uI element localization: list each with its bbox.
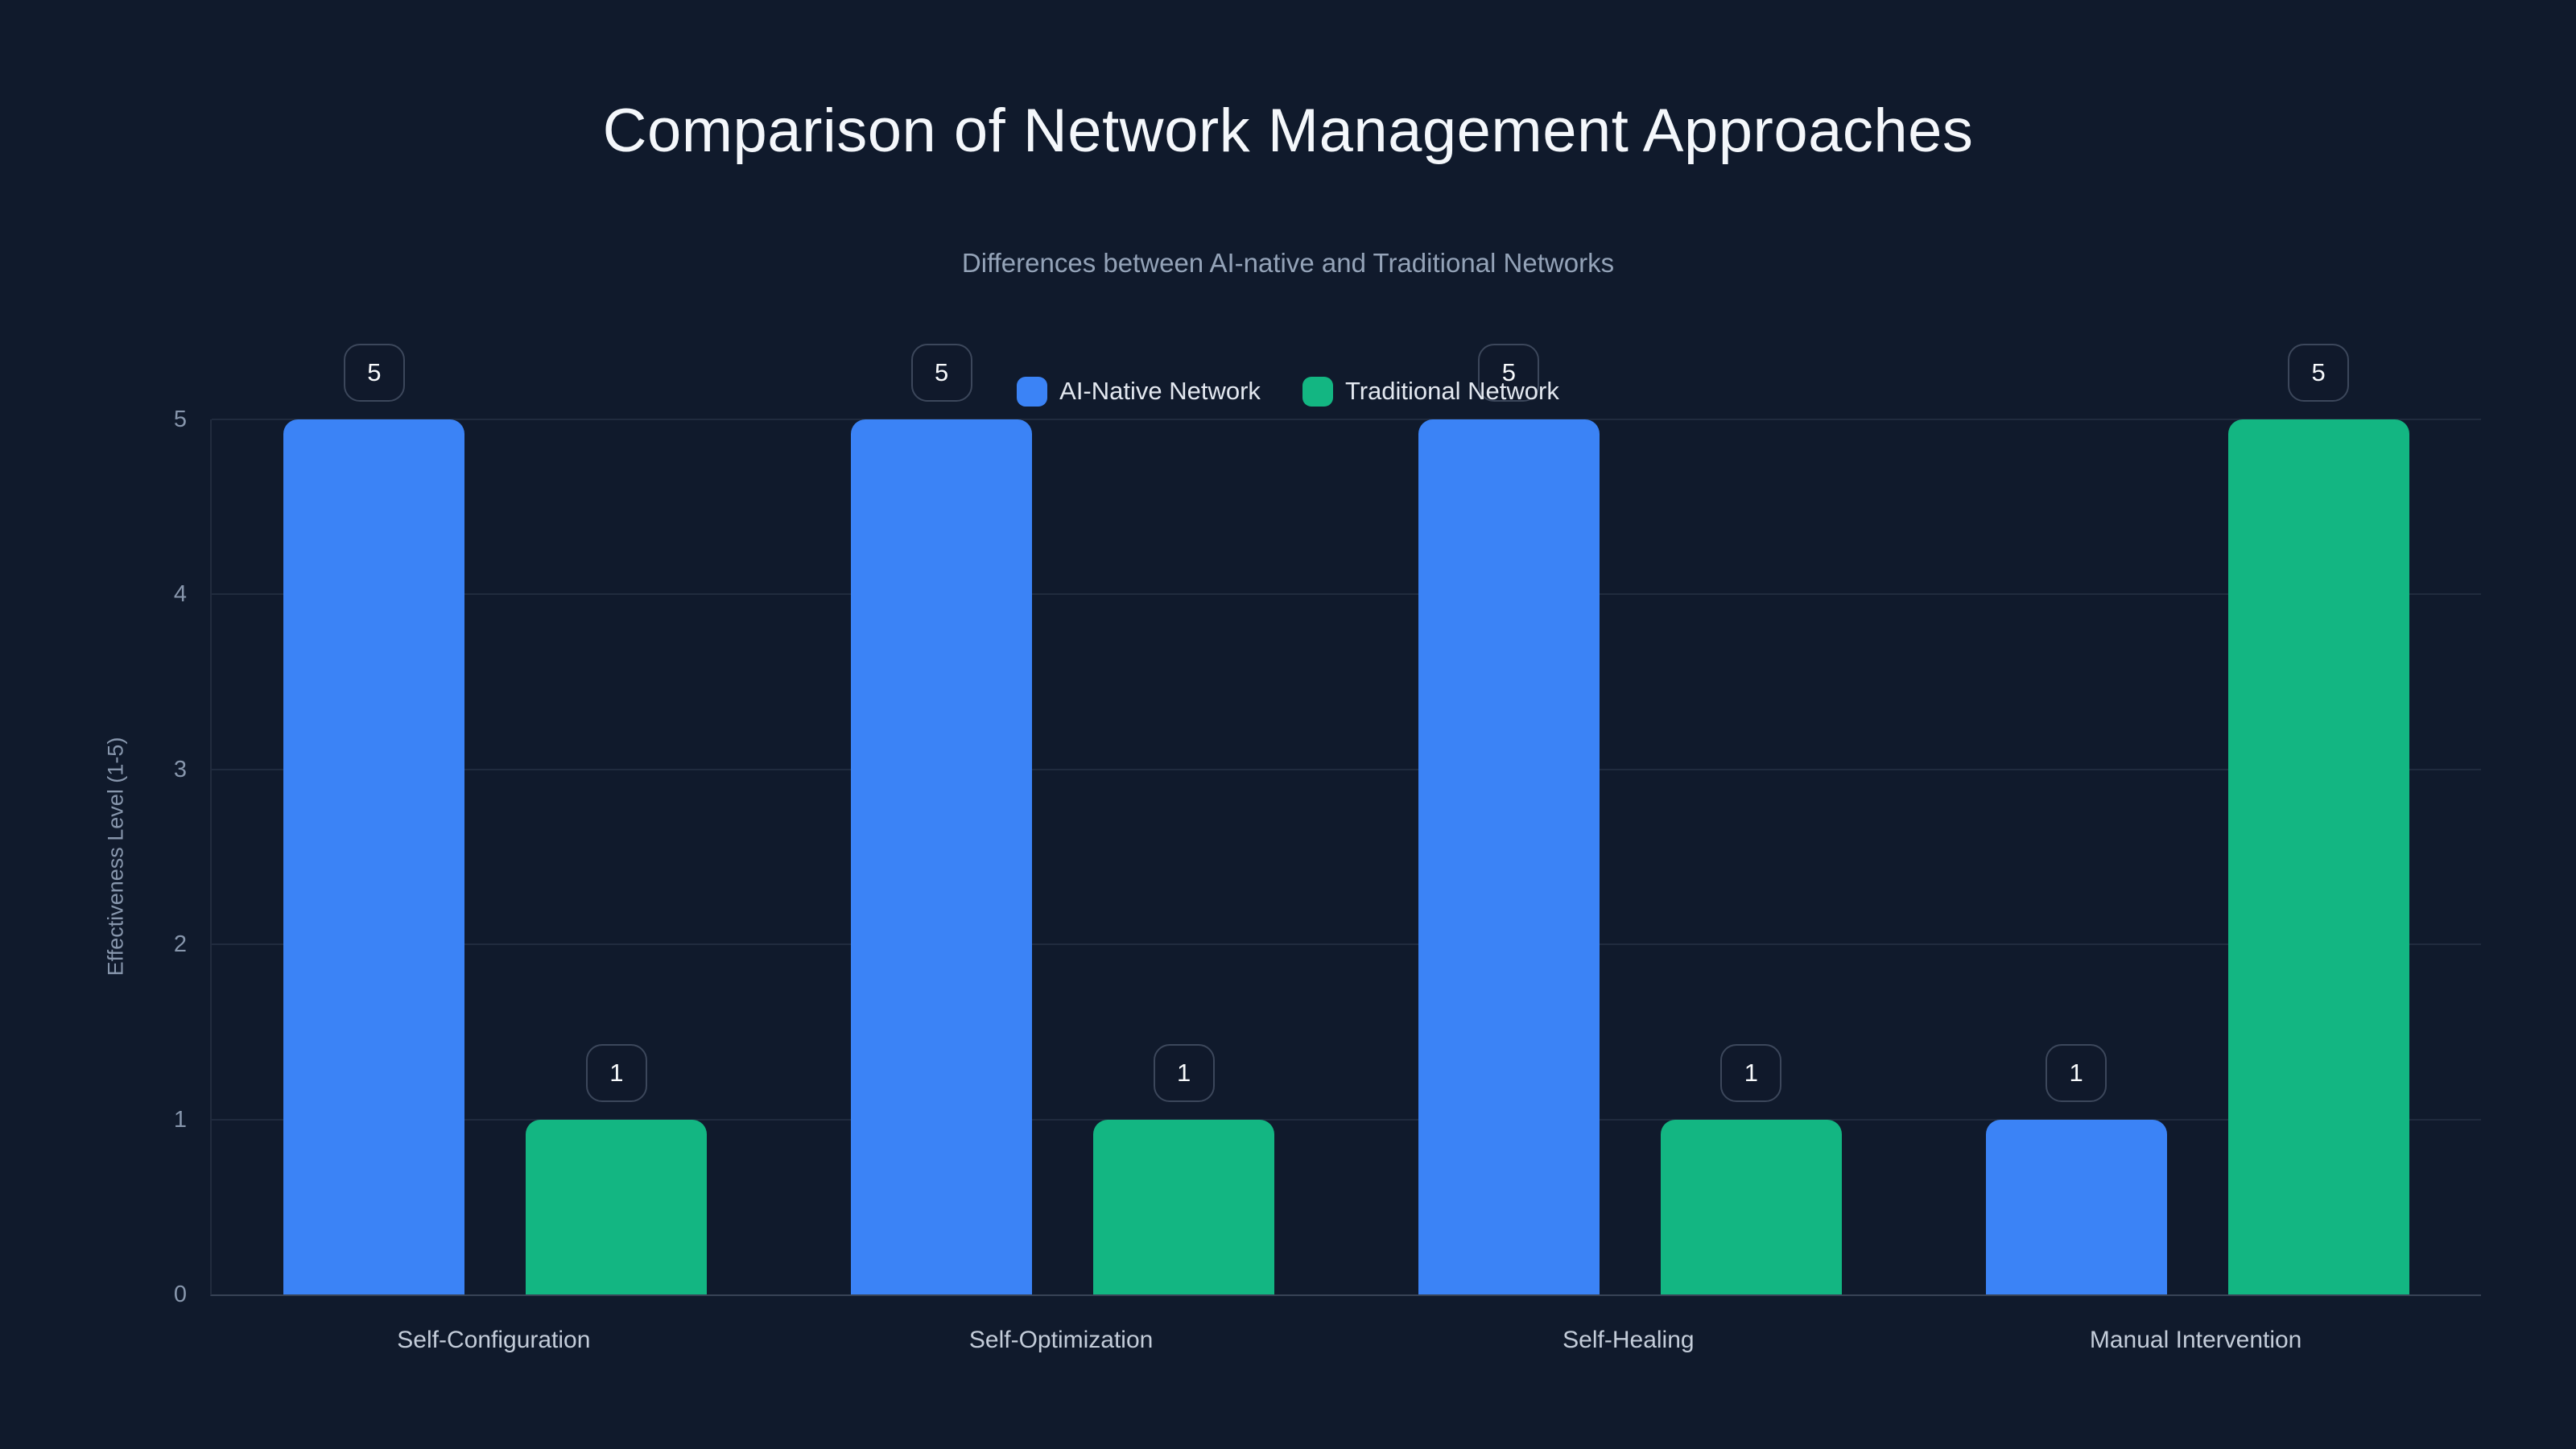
value-badge: 5 bbox=[1478, 344, 1540, 402]
bar-ai_native-3 bbox=[1985, 1119, 2167, 1294]
x-axis-label-0: Self-Configuration bbox=[397, 1327, 591, 1353]
y-tick-label: 2 bbox=[173, 931, 187, 958]
value-badge: 1 bbox=[2046, 1043, 2107, 1102]
y-tick-label: 1 bbox=[173, 1106, 187, 1133]
value-badge: 5 bbox=[910, 344, 972, 402]
x-axis-label-2: Self-Healing bbox=[1563, 1327, 1695, 1353]
value-badge: 5 bbox=[343, 344, 405, 402]
bar-traditional-0 bbox=[526, 1119, 708, 1294]
bar-traditional-1 bbox=[1093, 1119, 1275, 1294]
chart-title: Comparison of Network Management Approac… bbox=[602, 97, 1974, 165]
legend-item-ai_native[interactable]: AI-Native Network bbox=[1017, 376, 1261, 407]
y-axis-title: Effectiveness Level (1-5) bbox=[103, 737, 128, 976]
y-tick-label: 5 bbox=[173, 407, 187, 432]
bar-ai_native-1 bbox=[851, 419, 1033, 1294]
value-badge: 1 bbox=[585, 1043, 647, 1102]
gridline-y1 bbox=[212, 1118, 2481, 1121]
bar-ai_native-0 bbox=[283, 419, 465, 1294]
value-badge: 5 bbox=[2288, 344, 2350, 402]
x-axis-label-1: Self-Optimization bbox=[968, 1327, 1154, 1353]
plot-area: 5 1 5 1 5 1 1 5 bbox=[210, 344, 2481, 1296]
chart-subtitle: Differences between AI-native and Tradit… bbox=[961, 248, 1615, 278]
legend-swatch-icon bbox=[1302, 376, 1333, 407]
legend-item-traditional[interactable]: Traditional Network bbox=[1302, 376, 1559, 407]
y-tick-label: 3 bbox=[173, 756, 187, 782]
y-tick-label: 4 bbox=[173, 581, 187, 608]
legend-swatch-icon bbox=[1017, 376, 1048, 407]
value-badge: 1 bbox=[1720, 1043, 1782, 1102]
gridline-y2 bbox=[212, 943, 2481, 946]
bar-traditional-3 bbox=[2227, 419, 2409, 1294]
bar-traditional-2 bbox=[1660, 1119, 1842, 1294]
gridline-y4 bbox=[212, 593, 2481, 596]
gridline-y3 bbox=[212, 768, 2481, 770]
legend-label: AI-Native Network bbox=[1059, 377, 1261, 405]
bar-ai_native-2 bbox=[1418, 419, 1600, 1294]
legend: AI-Native Network Traditional Network bbox=[0, 376, 2576, 407]
legend-label: Traditional Network bbox=[1344, 377, 1559, 405]
gridline-y5 bbox=[212, 419, 2481, 420]
value-badge: 1 bbox=[1153, 1043, 1215, 1102]
y-tick-label: 0 bbox=[173, 1282, 187, 1307]
x-axis-label-3: Manual Intervention bbox=[2089, 1327, 2302, 1353]
